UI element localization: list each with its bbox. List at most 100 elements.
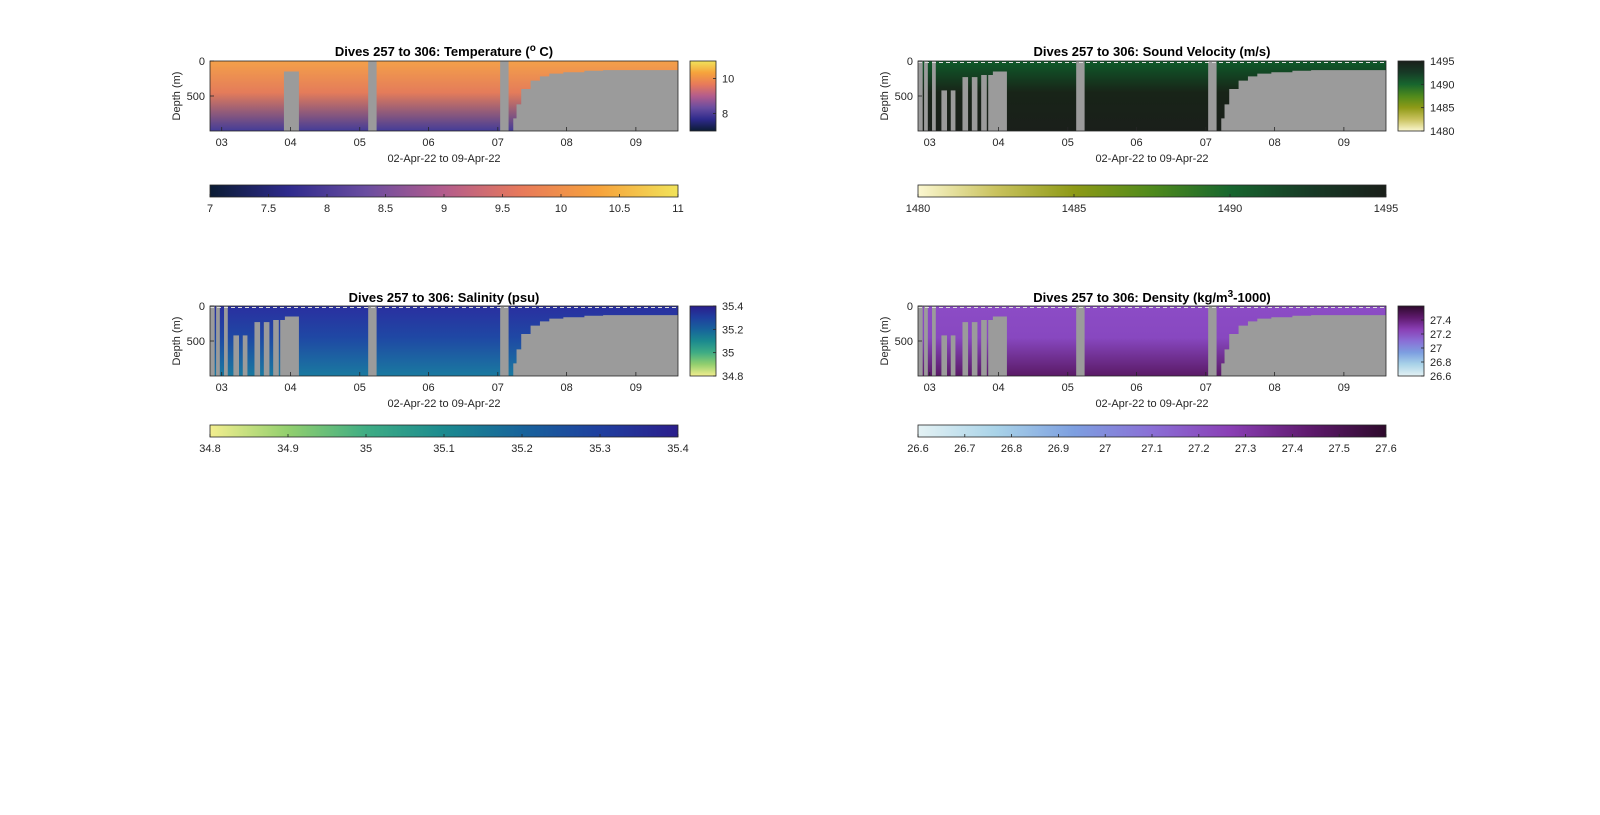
no-data-gap	[950, 90, 956, 131]
y-tick-label: 500	[187, 336, 205, 348]
y-axis-label: Depth (m)	[171, 317, 183, 366]
colorbar-tick-label: 8.5	[378, 203, 393, 215]
panel-title: Dives 257 to 306: Temperature (o C)	[335, 43, 553, 59]
no-data-gap	[941, 335, 948, 376]
x-tick-label: 06	[422, 382, 434, 394]
colorbar-tick-label: 27.1	[1141, 443, 1162, 455]
colorbar-tick-label: 1485	[1062, 203, 1086, 215]
colorbar-tick-label: 8	[324, 203, 330, 215]
colorbar-tick-label: 1495	[1374, 203, 1398, 215]
no-data-gap	[280, 320, 286, 376]
no-data-gap	[263, 322, 270, 376]
colorbar-tick-label: 7	[207, 203, 213, 215]
colorbar-tick-label: 35	[722, 348, 734, 360]
colorbar-tick-label: 1495	[1430, 56, 1454, 68]
x-tick-label: 05	[1062, 382, 1074, 394]
x-tick-label: 07	[492, 382, 504, 394]
panel-salinity: Dives 257 to 306: Salinity (psu) Depth (m…	[171, 290, 743, 455]
x-tick-label: 09	[1338, 137, 1350, 149]
colorbar-tick-label: 1485	[1430, 103, 1454, 115]
y-axis-label: Depth (m)	[879, 72, 891, 121]
no-data-gap	[941, 90, 948, 131]
y-tick-label: 500	[895, 336, 913, 348]
colorbar-tick-label: 27	[1430, 343, 1442, 355]
colorbar-tick-label: 35	[360, 443, 372, 455]
colorbar-tick-label: 34.9	[277, 443, 298, 455]
side-colorbar	[1397, 305, 1425, 377]
no-data-gap	[1076, 306, 1085, 376]
panel-title: Dives 257 to 306: Salinity (psu)	[349, 290, 540, 305]
x-axis-label: 02-Apr-22 to 09-Apr-22	[1095, 153, 1208, 165]
x-axis-label: 02-Apr-22 to 09-Apr-22	[387, 153, 500, 165]
colorbar-tick-label: 27.5	[1328, 443, 1349, 455]
no-data-gap	[242, 335, 248, 376]
y-tick-label: 500	[895, 91, 913, 103]
no-data-gap	[992, 71, 1007, 131]
no-data-region	[513, 70, 678, 131]
colorbar-tick-label: 34.8	[199, 443, 220, 455]
colorbar-tick-label: 26.8	[1001, 443, 1022, 455]
x-tick-label: 04	[992, 382, 1004, 394]
no-data-gap	[224, 306, 228, 376]
colorbar-tick-label: 9	[441, 203, 447, 215]
colorbar-tick-label: 26.6	[907, 443, 928, 455]
no-data-gap	[273, 320, 279, 376]
y-axis-label: Depth (m)	[879, 317, 891, 366]
x-tick-label: 06	[1130, 137, 1142, 149]
colorbar-tick-label: 10	[722, 74, 734, 86]
x-tick-label: 05	[354, 382, 366, 394]
x-tick-label: 05	[1062, 137, 1074, 149]
panel-title: Dives 257 to 306: Sound Velocity (m/s)	[1034, 44, 1271, 59]
colorbar-tick-label: 8	[722, 109, 728, 121]
no-data-gap	[932, 61, 936, 131]
x-tick-label: 07	[492, 137, 504, 149]
colorbar-tick-label: 34.8	[722, 371, 743, 383]
x-tick-label: 07	[1200, 137, 1212, 149]
colorbar-tick-label: 27.4	[1282, 443, 1303, 455]
colorbar-tick-label: 1480	[1430, 126, 1454, 138]
colorbar-tick-label: 27.4	[1430, 315, 1451, 327]
no-data-gap	[368, 306, 377, 376]
y-tick-label: 0	[199, 56, 205, 68]
x-tick-label: 09	[630, 382, 642, 394]
colorbar-tick-label: 7.5	[261, 203, 276, 215]
y-tick-label: 500	[187, 91, 205, 103]
colorbar-tick-label: 27.2	[1188, 443, 1209, 455]
colorbar-tick-label: 11	[672, 203, 683, 215]
panel-density: Dives 257 to 306: Density (kg/m3-1000) De…	[879, 289, 1451, 455]
no-data-gap	[500, 306, 509, 376]
x-tick-label: 04	[284, 382, 296, 394]
no-data-gap	[971, 322, 978, 376]
x-tick-label: 09	[630, 137, 642, 149]
no-data-gap	[500, 61, 509, 131]
colorbar-tick-label: 35.2	[511, 443, 532, 455]
no-data-gap	[950, 335, 956, 376]
colorbar-tick-label: 27.3	[1235, 443, 1256, 455]
colorbar-tick-label: 1490	[1218, 203, 1242, 215]
y-axis-label: Depth (m)	[171, 72, 183, 121]
colorbar-tick-label: 1490	[1430, 79, 1454, 91]
x-tick-label: 08	[560, 137, 572, 149]
side-colorbar	[689, 305, 717, 377]
no-data-gap	[1208, 306, 1217, 376]
x-tick-label: 04	[992, 137, 1004, 149]
x-tick-label: 08	[1268, 382, 1280, 394]
x-tick-label: 08	[1268, 137, 1280, 149]
colorbar-tick-label: 27	[1099, 443, 1111, 455]
no-data-gap	[988, 320, 994, 376]
x-tick-label: 03	[924, 137, 936, 149]
no-data-gap	[981, 75, 987, 131]
x-tick-label: 05	[354, 137, 366, 149]
x-tick-label: 06	[422, 137, 434, 149]
no-data-gap	[254, 322, 261, 376]
bottom-colorbar	[917, 184, 1387, 198]
x-axis-label: 02-Apr-22 to 09-Apr-22	[1095, 398, 1208, 410]
colorbar-tick-label: 26.6	[1430, 371, 1451, 383]
x-tick-label: 06	[1130, 382, 1142, 394]
colorbar-tick-label: 27.2	[1430, 329, 1451, 341]
no-data-gap	[283, 71, 299, 131]
side-colorbar	[1397, 60, 1425, 132]
colorbar-tick-label: 9.5	[495, 203, 510, 215]
no-data-gap	[924, 306, 928, 376]
